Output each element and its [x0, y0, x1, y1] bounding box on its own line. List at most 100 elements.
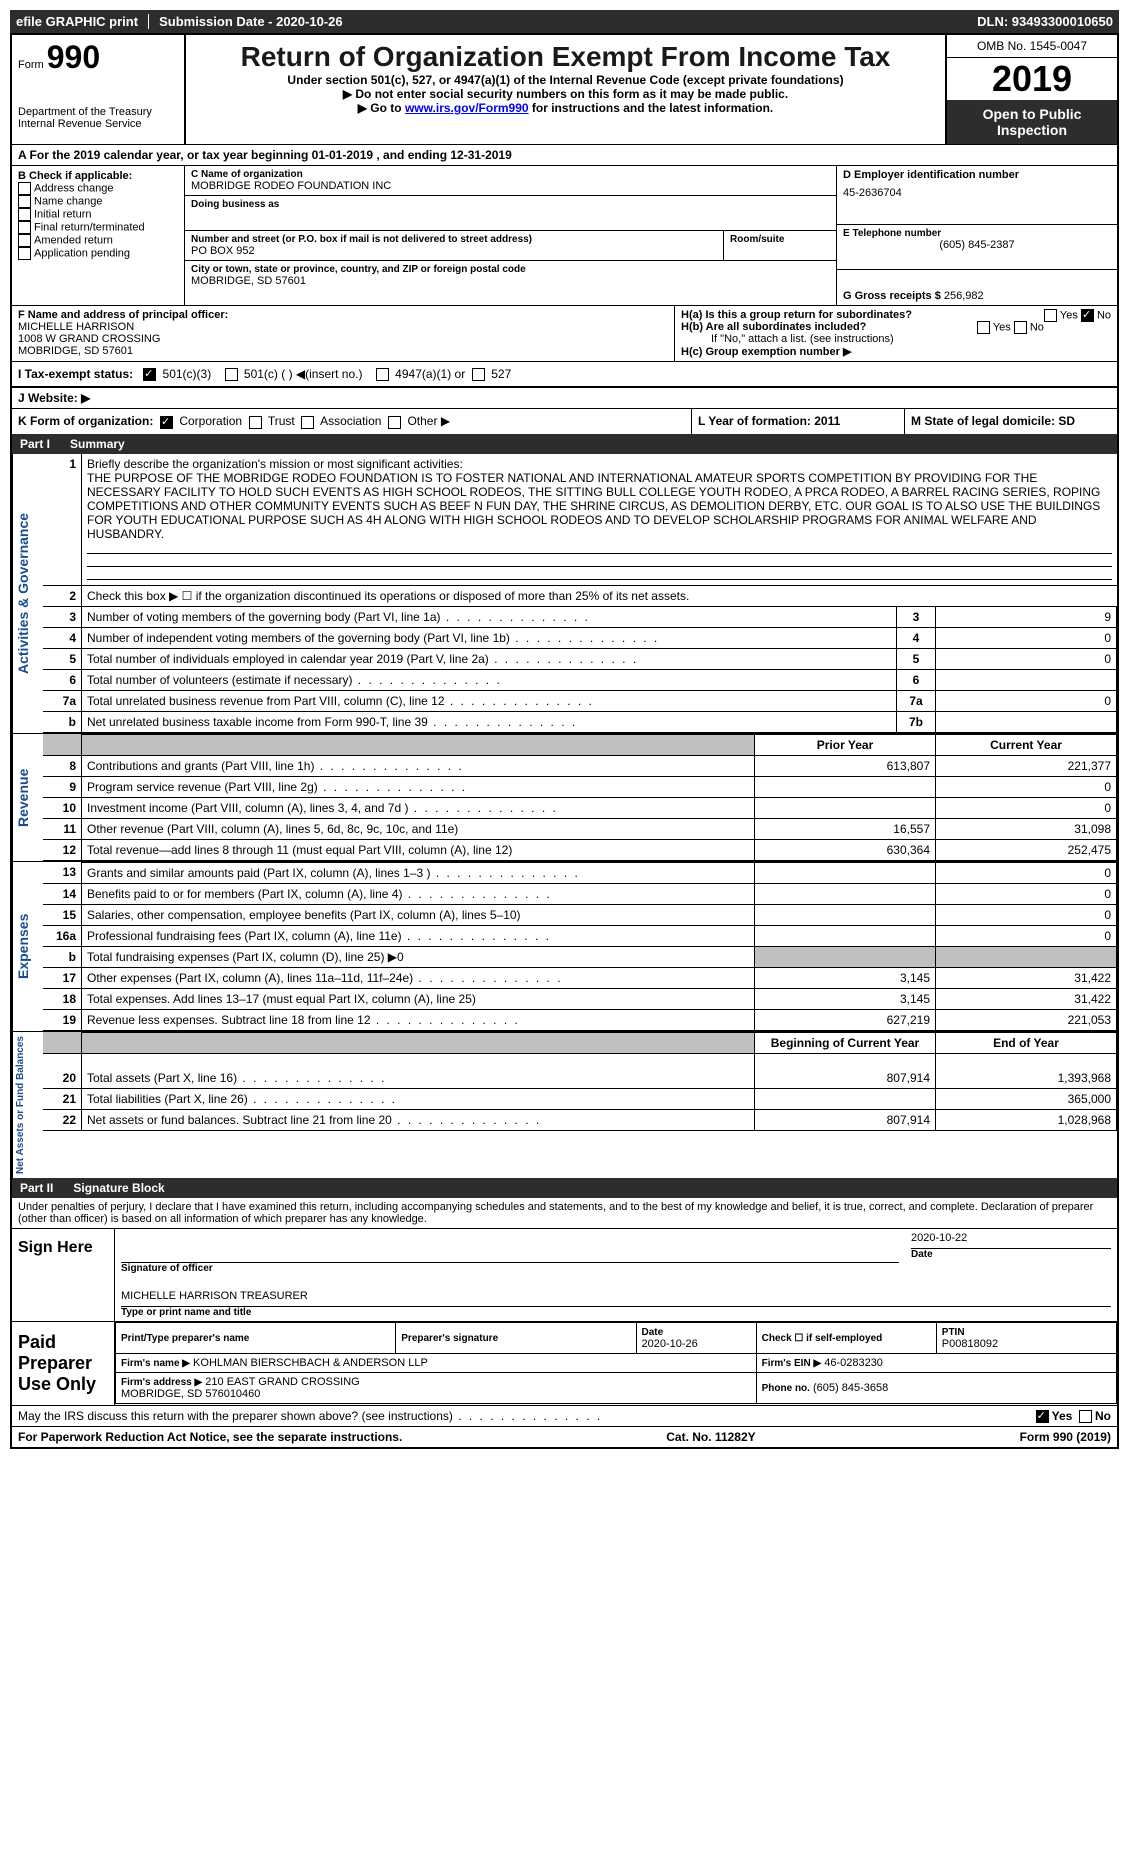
firm-addr-label: Firm's address ▶	[121, 1377, 202, 1388]
phone-value: (605) 845-2387	[843, 239, 1111, 251]
check-527[interactable]	[472, 368, 485, 381]
end-year-header: End of Year	[936, 1032, 1117, 1053]
l22-begin: 807,914	[755, 1109, 936, 1130]
l10-prior	[755, 797, 936, 818]
l17-curr: 31,422	[936, 967, 1117, 988]
section-a: A For the 2019 calendar year, or tax yea…	[12, 144, 1117, 165]
prep-sig-label: Preparer's signature	[401, 1333, 498, 1344]
netassets-section: Net Assets or Fund Balances Beginning of…	[12, 1031, 1117, 1178]
l15-desc: Salaries, other compensation, employee b…	[82, 904, 755, 925]
l18-desc: Total expenses. Add lines 13–17 (must eq…	[82, 988, 755, 1009]
l22-desc: Net assets or fund balances. Subtract li…	[82, 1109, 755, 1130]
hb-row: H(b) Are all subordinates included? Yes …	[681, 321, 1111, 333]
line5-desc: Total number of individuals employed in …	[82, 648, 897, 669]
prep-check-label: Check ☐ if self-employed	[762, 1333, 883, 1344]
firm-phone: (605) 845-3658	[813, 1382, 888, 1394]
l16b-desc: Total fundraising expenses (Part IX, col…	[82, 946, 755, 967]
check-assoc[interactable]	[301, 416, 314, 429]
gross-label: G Gross receipts $	[843, 290, 941, 302]
l20-desc: Total assets (Part X, line 16)	[82, 1053, 755, 1088]
prep-date-label: Date	[642, 1327, 664, 1338]
expenses-section: Expenses 13Grants and similar amounts pa…	[12, 861, 1117, 1031]
discuss-no-check[interactable]	[1079, 1410, 1092, 1423]
org-name: MOBRIDGE RODEO FOUNDATION INC	[191, 180, 830, 192]
part2-header: Part II Signature Block	[12, 1178, 1117, 1198]
l20-end: 1,393,968	[936, 1053, 1117, 1088]
l13-desc: Grants and similar amounts paid (Part IX…	[82, 862, 755, 883]
footer-right: Form 990 (2019)	[1020, 1430, 1111, 1444]
l17-desc: Other expenses (Part IX, column (A), lin…	[82, 967, 755, 988]
part2-title: Signature Block	[73, 1181, 164, 1195]
l9-desc: Program service revenue (Part VIII, line…	[82, 776, 755, 797]
form-org-row: K Form of organization: Corporation Trus…	[12, 408, 1117, 433]
check-501c3[interactable]	[143, 368, 156, 381]
irs-link[interactable]: www.irs.gov/Form990	[405, 101, 529, 115]
line3-val: 9	[936, 606, 1117, 627]
dba-label: Doing business as	[191, 199, 830, 210]
sign-here-section: Sign Here Signature of officer 2020-10-2…	[12, 1228, 1117, 1321]
ein-label: D Employer identification number	[843, 169, 1111, 181]
firm-phone-label: Phone no.	[762, 1383, 810, 1394]
l9-prior	[755, 776, 936, 797]
column-d: D Employer identification number 45-2636…	[836, 166, 1117, 305]
l21-begin	[755, 1088, 936, 1109]
form-container: Form 990 Department of the Treasury Inte…	[10, 33, 1119, 1449]
column-b: B Check if applicable: Address change Na…	[12, 166, 185, 305]
hc-row: H(c) Group exemption number ▶	[681, 345, 1111, 358]
l12-desc: Total revenue—add lines 8 through 11 (mu…	[82, 839, 755, 860]
l10-curr: 0	[936, 797, 1117, 818]
room-label: Room/suite	[730, 234, 830, 245]
l12-curr: 252,475	[936, 839, 1117, 860]
l21-desc: Total liabilities (Part X, line 26)	[82, 1088, 755, 1109]
revenue-section: Revenue Prior YearCurrent Year 8Contribu…	[12, 733, 1117, 861]
line7b-desc: Net unrelated business taxable income fr…	[82, 711, 897, 732]
info-grid: B Check if applicable: Address change Na…	[12, 165, 1117, 305]
preparer-section: Paid Preparer Use Only Print/Type prepar…	[12, 1321, 1117, 1405]
discuss-yes-check[interactable]	[1036, 1410, 1049, 1423]
l10-desc: Investment income (Part VIII, column (A)…	[82, 797, 755, 818]
check-4947[interactable]	[376, 368, 389, 381]
dept-treasury: Department of the Treasury Internal Reve…	[18, 106, 178, 130]
line7a-val: 0	[936, 690, 1117, 711]
prep-print-label: Print/Type preparer's name	[121, 1333, 249, 1344]
part1-label: Part I	[20, 437, 50, 451]
state-domicile: M State of legal domicile: SD	[911, 414, 1075, 428]
l19-curr: 221,053	[936, 1009, 1117, 1030]
vert-expenses: Expenses	[12, 862, 43, 1031]
l15-curr: 0	[936, 904, 1117, 925]
check-other[interactable]	[388, 416, 401, 429]
ptin-label: PTIN	[942, 1327, 965, 1338]
perjury-text: Under penalties of perjury, I declare th…	[12, 1198, 1117, 1228]
line6-desc: Total number of volunteers (estimate if …	[82, 669, 897, 690]
city-value: MOBRIDGE, SD 57601	[191, 275, 830, 287]
l19-desc: Revenue less expenses. Subtract line 18 …	[82, 1009, 755, 1030]
footer-left: For Paperwork Reduction Act Notice, see …	[18, 1430, 402, 1444]
line2: Check this box ▶ ☐ if the organization d…	[82, 585, 1117, 606]
form-header: Form 990 Department of the Treasury Inte…	[12, 35, 1117, 144]
l22-end: 1,028,968	[936, 1109, 1117, 1130]
check-name: Name change	[18, 195, 178, 208]
current-year-header: Current Year	[936, 734, 1117, 755]
website-label: J Website: ▶	[18, 391, 90, 405]
signer-name: MICHELLE HARRISON TREASURER	[121, 1290, 1111, 1307]
part1-header: Part I Summary	[12, 434, 1117, 454]
l14-desc: Benefits paid to or for members (Part IX…	[82, 883, 755, 904]
l12-prior: 630,364	[755, 839, 936, 860]
vert-activities: Activities & Governance	[12, 454, 43, 733]
l8-curr: 221,377	[936, 755, 1117, 776]
check-trust[interactable]	[249, 416, 262, 429]
l11-prior: 16,557	[755, 818, 936, 839]
check-initial: Initial return	[18, 208, 178, 221]
hb-note: If "No," attach a list. (see instruction…	[681, 333, 1111, 345]
check-501c[interactable]	[225, 368, 238, 381]
submission-date: Submission Date - 2020-10-26	[159, 14, 343, 29]
check-corp[interactable]	[160, 416, 173, 429]
officer-addr1: 1008 W GRAND CROSSING	[18, 333, 668, 345]
form-label: Form	[18, 59, 44, 71]
tax-exempt-row: I Tax-exempt status: 501(c)(3) 501(c) ( …	[12, 361, 1117, 387]
street-label: Number and street (or P.O. box if mail i…	[191, 234, 717, 245]
form-org-label: K Form of organization:	[18, 414, 153, 428]
vert-netassets: Net Assets or Fund Balances	[12, 1032, 43, 1178]
column-c: C Name of organization MOBRIDGE RODEO FO…	[185, 166, 836, 305]
part1-title: Summary	[70, 437, 125, 451]
